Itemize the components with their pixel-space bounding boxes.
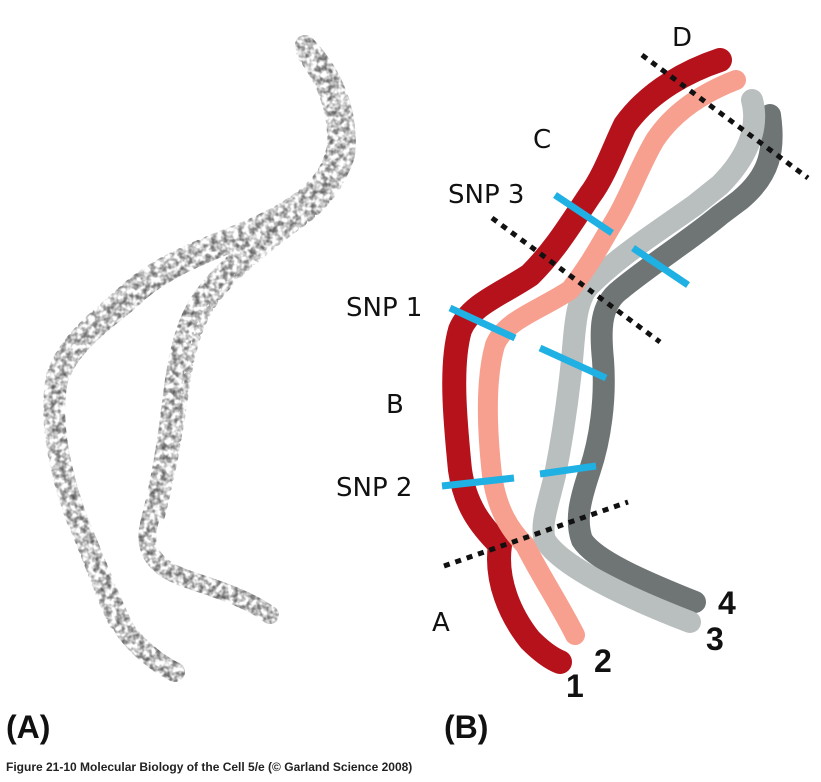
region-label-c: C (533, 125, 551, 155)
strand-number-3: 3 (706, 621, 724, 657)
strand-number-2: 2 (594, 643, 612, 679)
strand-number-4: 4 (718, 585, 736, 621)
figure-caption: Figure 21-10 Molecular Biology of the Ce… (6, 760, 413, 774)
snp2-marker-right (539, 462, 597, 478)
snp2-label: SNP 2 (336, 473, 412, 503)
chromatid-2 (477, 70, 746, 645)
region-label-d: D (672, 23, 692, 53)
panel-label-a: (A) (6, 709, 50, 745)
snp3-marker-right (631, 245, 690, 288)
snp3-marker (553, 192, 614, 236)
snp3-label: SNP 3 (448, 180, 524, 210)
snp1-marker-right (538, 344, 608, 382)
micrograph-panel-a (43, 35, 356, 682)
region-label-a: A (432, 608, 450, 638)
strand-number-1: 1 (566, 668, 584, 704)
schematic-panel-b (441, 48, 810, 674)
chromatid-1 (442, 48, 732, 674)
region-label-b: B (386, 390, 404, 420)
snp1-label: SNP 1 (346, 293, 422, 323)
crossover-line-d (640, 52, 810, 181)
snp1-marker (448, 304, 517, 342)
chromatid-4 (567, 104, 783, 613)
crossover-line-a (443, 499, 629, 569)
panel-label-b: (B) (444, 709, 488, 745)
snp2-marker (441, 474, 515, 490)
